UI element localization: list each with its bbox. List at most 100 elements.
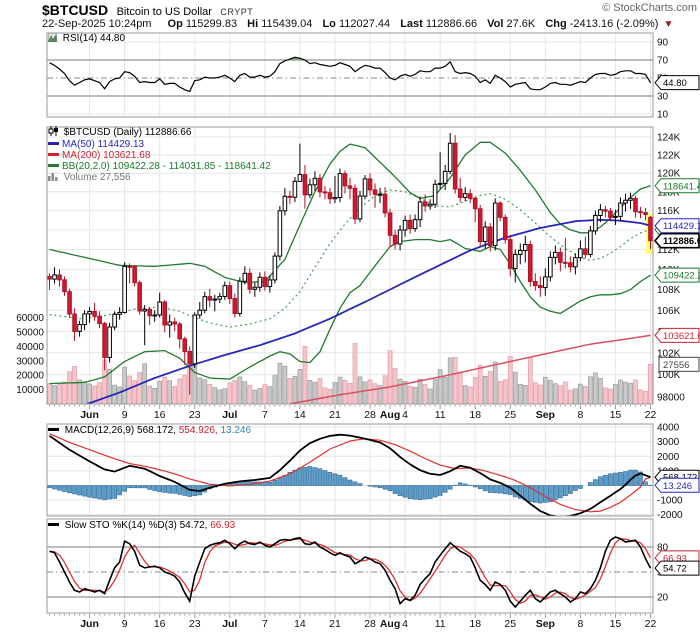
axis-value-tag: 27556 xyxy=(658,356,700,372)
axis-value-tag: 44.80 xyxy=(654,75,700,91)
svg-text:25: 25 xyxy=(504,618,516,630)
svg-text:8: 8 xyxy=(577,618,583,630)
last-value: 112886.66 xyxy=(425,18,478,30)
svg-text:18: 18 xyxy=(469,618,481,630)
svg-text:122K: 122K xyxy=(657,150,681,161)
svg-text:11: 11 xyxy=(435,409,446,421)
vol-label: Vol xyxy=(487,18,504,30)
svg-text:10000: 10000 xyxy=(16,385,44,396)
svg-text:4000: 4000 xyxy=(657,423,680,434)
svg-text:9: 9 xyxy=(122,409,128,421)
svg-text:Jun: Jun xyxy=(80,409,99,421)
svg-text:Jul: Jul xyxy=(222,618,237,630)
svg-text:Jun: Jun xyxy=(80,618,99,630)
svg-text:-1000: -1000 xyxy=(657,496,683,507)
svg-text:106K: 106K xyxy=(657,306,681,317)
svg-text:Jul: Jul xyxy=(222,409,237,421)
symbol-name: Bitcoin to US Dollar xyxy=(116,6,212,18)
axis-value-tag: 13.246 xyxy=(654,477,700,493)
svg-text:109422.28: 109422.28 xyxy=(663,271,700,282)
svg-text:4: 4 xyxy=(402,618,408,630)
svg-text:40000: 40000 xyxy=(16,342,44,353)
op-label: Op xyxy=(167,18,183,30)
svg-text:7: 7 xyxy=(262,409,268,421)
svg-text:70: 70 xyxy=(657,56,669,67)
svg-text:98000: 98000 xyxy=(657,393,685,404)
svg-text:Aug: Aug xyxy=(380,409,400,421)
svg-text:11: 11 xyxy=(435,618,446,630)
quote-datetime: 22-Sep-2025 10:24pm xyxy=(42,18,152,30)
svg-text:15: 15 xyxy=(610,618,622,630)
watermark-stockcharts: © StockCharts.com xyxy=(602,2,697,14)
chg-value: -2413.16 (-2.09%) xyxy=(569,18,659,30)
svg-text:4: 4 xyxy=(402,409,408,421)
lo-value: 112027.44 xyxy=(338,18,391,30)
svg-text:90: 90 xyxy=(657,38,669,49)
svg-text:30: 30 xyxy=(657,92,669,103)
svg-text:27556: 27556 xyxy=(663,360,689,371)
svg-text:116K: 116K xyxy=(657,206,680,217)
axis-value-tag: 103621.68 xyxy=(654,327,700,343)
svg-text:3000: 3000 xyxy=(657,437,680,448)
axis-value-tag: 112886.66 xyxy=(653,232,700,249)
axis-value-tag: 54.72 xyxy=(654,560,700,576)
svg-text:112886.66: 112886.66 xyxy=(663,236,700,247)
svg-text:118641.42: 118641.42 xyxy=(663,181,700,192)
svg-text:Sep: Sep xyxy=(536,618,555,630)
change-down-icon: ▼ xyxy=(663,19,674,30)
svg-text:80: 80 xyxy=(657,543,669,554)
svg-text:13.246: 13.246 xyxy=(663,481,692,492)
symbol: $BTCUSD xyxy=(42,2,109,18)
svg-text:30000: 30000 xyxy=(16,356,44,367)
svg-text:Sep: Sep xyxy=(536,409,555,421)
svg-text:114429.13: 114429.13 xyxy=(663,221,700,232)
svg-text:10: 10 xyxy=(657,110,669,121)
svg-text:120K: 120K xyxy=(657,169,681,180)
svg-text:Aug: Aug xyxy=(380,618,400,630)
vol-value: 27.6K xyxy=(506,18,536,30)
svg-text:28: 28 xyxy=(364,409,376,421)
exchange-code: CRYPT xyxy=(220,7,254,17)
svg-text:28: 28 xyxy=(364,618,376,630)
lo-label: Lo xyxy=(322,18,336,30)
svg-text:112K: 112K xyxy=(657,245,680,256)
title-row: $BTCUSD Bitcoin to US Dollar CRYPT xyxy=(42,2,698,20)
svg-text:2000: 2000 xyxy=(657,452,680,463)
svg-text:25: 25 xyxy=(504,409,516,421)
svg-text:124K: 124K xyxy=(657,132,681,143)
svg-text:16: 16 xyxy=(154,409,166,421)
svg-text:60000: 60000 xyxy=(16,313,44,324)
svg-text:16: 16 xyxy=(154,618,166,630)
hi-value: 115439.04 xyxy=(261,18,313,30)
quote-row: 22-Sep-2025 10:24pm Op 115299.83 Hi 1154… xyxy=(42,18,698,30)
svg-text:100K: 100K xyxy=(657,370,681,381)
svg-text:108K: 108K xyxy=(657,285,681,296)
axis-value-tag: 114429.13 xyxy=(654,218,700,234)
svg-text:8: 8 xyxy=(577,409,583,421)
svg-text:50000: 50000 xyxy=(16,328,44,339)
hi-label: Hi xyxy=(247,18,259,30)
svg-text:23: 23 xyxy=(189,409,201,421)
svg-text:23: 23 xyxy=(189,618,201,630)
svg-text:7: 7 xyxy=(262,618,268,630)
svg-text:9: 9 xyxy=(122,618,128,630)
svg-text:20000: 20000 xyxy=(16,371,44,382)
svg-text:22: 22 xyxy=(645,409,657,421)
last-label: Last xyxy=(400,18,423,30)
svg-text:21: 21 xyxy=(329,409,341,421)
svg-text:21: 21 xyxy=(329,618,341,630)
svg-text:18: 18 xyxy=(469,409,481,421)
axis-value-tag: 118641.42 xyxy=(654,178,700,194)
svg-text:66.93: 66.93 xyxy=(663,553,687,564)
svg-text:14: 14 xyxy=(294,618,306,630)
svg-text:20: 20 xyxy=(657,593,669,604)
svg-text:14: 14 xyxy=(294,409,306,421)
axis-value-tag: 109422.28 xyxy=(654,267,700,283)
svg-text:22: 22 xyxy=(645,618,657,630)
svg-text:102K: 102K xyxy=(657,348,681,359)
svg-text:-2000: -2000 xyxy=(657,510,683,521)
op-value: 115299.83 xyxy=(185,18,238,30)
svg-text:44.80: 44.80 xyxy=(663,78,687,89)
